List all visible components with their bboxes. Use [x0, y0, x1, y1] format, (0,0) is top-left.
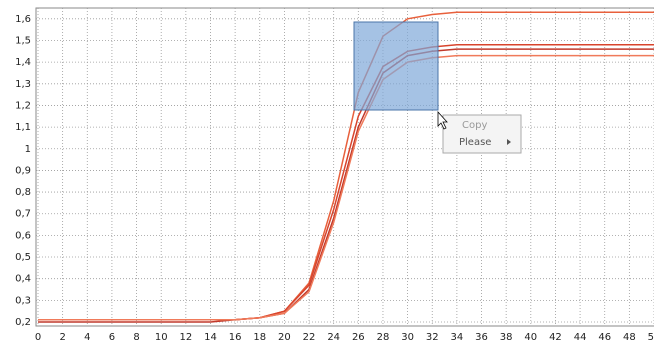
x-tick-label: 28: [377, 332, 390, 343]
x-tick-label: 2: [59, 332, 65, 343]
x-tick-label: 26: [352, 332, 365, 343]
x-tick-label: 10: [155, 332, 168, 343]
x-tick-label: 22: [303, 332, 316, 343]
y-tick-label: 0,6: [15, 230, 31, 241]
x-tick-label: 50: [648, 332, 654, 343]
x-tick-label: 18: [253, 332, 266, 343]
y-tick-label: 0,9: [15, 165, 31, 176]
y-tick-label: 1,5: [15, 35, 31, 46]
x-tick-label: 44: [574, 332, 587, 343]
y-tick-label: 1,6: [15, 14, 31, 25]
series-line: [38, 48, 654, 323]
submenu-arrow: [507, 139, 511, 145]
grid: [36, 8, 654, 326]
x-tick-label: 46: [598, 332, 611, 343]
y-tick-label: 1,1: [15, 122, 31, 133]
x-tick-label: 6: [109, 332, 115, 343]
x-tick-label: 32: [426, 332, 439, 343]
y-tick-label: 0,7: [15, 209, 31, 220]
selection-rectangle[interactable]: [353, 21, 439, 111]
menu-item[interactable]: Copy: [462, 120, 487, 131]
x-tick-label: 42: [549, 332, 562, 343]
y-tick-label: 0,5: [15, 252, 31, 263]
y-tick-label: 0,3: [15, 295, 31, 306]
y-tick-label: 0,8: [15, 187, 31, 198]
x-tick-label: 14: [204, 332, 217, 343]
y-tick-label: 1,2: [15, 100, 31, 111]
x-tick-label: 36: [475, 332, 488, 343]
x-tick-label: 38: [500, 332, 513, 343]
context-menu: Copy Please: [442, 114, 522, 154]
series-line: [38, 54, 654, 321]
x-tick-label: 34: [451, 332, 464, 343]
series-lines: [38, 11, 654, 323]
cursor: [437, 110, 448, 130]
y-tick-label: 1: [25, 144, 31, 155]
x-tick-label: 8: [133, 332, 139, 343]
y-tick-label: 1,3: [15, 79, 31, 90]
x-tick-label: 16: [229, 332, 242, 343]
x-tick-label: 48: [623, 332, 636, 343]
x-tick-label: 12: [179, 332, 192, 343]
x-tick-label: 0: [35, 332, 41, 343]
menu-box: [442, 114, 522, 154]
x-tick-label: 4: [84, 332, 90, 343]
x-tick-label: 20: [278, 332, 291, 343]
menu-item[interactable]: Please: [459, 137, 491, 148]
y-tick-label: 0,2: [15, 317, 31, 328]
x-tick-label: 30: [401, 332, 414, 343]
x-tick-label: 24: [327, 332, 340, 343]
x-tick-label: 40: [524, 332, 537, 343]
y-tick-label: 1,4: [15, 57, 31, 68]
y-tick-label: 0,4: [15, 274, 31, 285]
